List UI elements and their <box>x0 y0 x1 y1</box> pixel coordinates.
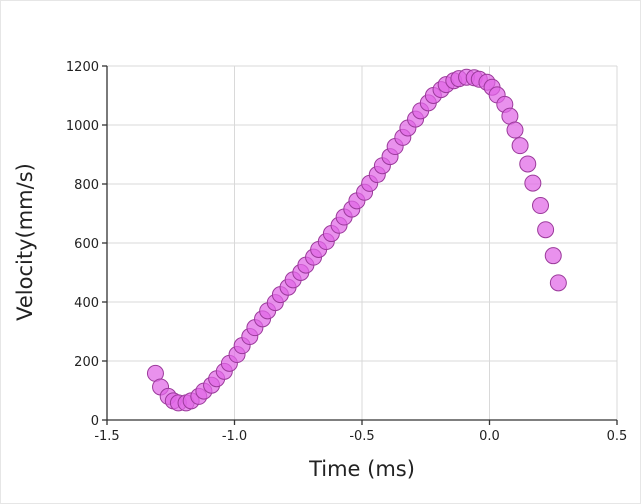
data-point <box>511 137 529 155</box>
y-ticks: 0 200 400 600 800 1000 1200 <box>66 60 107 429</box>
data-point <box>524 174 542 192</box>
data-point <box>537 221 555 239</box>
x-tick-label: -0.5 <box>349 429 374 444</box>
data-points <box>146 68 567 412</box>
y-tick-label: 600 <box>74 237 99 252</box>
data-point <box>549 274 567 292</box>
y-axis-title: Velocity(mm/s) <box>13 163 37 321</box>
data-point <box>506 121 524 139</box>
x-axis-title: Time (ms) <box>308 457 415 481</box>
y-tick-label: 1200 <box>66 60 99 75</box>
x-tick-label: 0.0 <box>479 429 500 444</box>
x-tick-label: 0.5 <box>607 429 628 444</box>
data-point <box>544 247 562 265</box>
y-tick-label: 200 <box>74 355 99 370</box>
data-point <box>519 155 537 173</box>
x-ticks: -1.5 -1.0 -0.5 0.0 0.5 <box>94 420 627 444</box>
grid <box>106 65 618 421</box>
y-tick-label: 0 <box>91 414 99 429</box>
data-point <box>532 197 549 215</box>
y-tick-label: 800 <box>74 178 99 193</box>
x-tick-label: -1.5 <box>94 429 119 444</box>
y-tick-label: 400 <box>74 296 99 311</box>
y-tick-label: 1000 <box>66 119 99 134</box>
x-tick-label: -1.0 <box>222 429 247 444</box>
